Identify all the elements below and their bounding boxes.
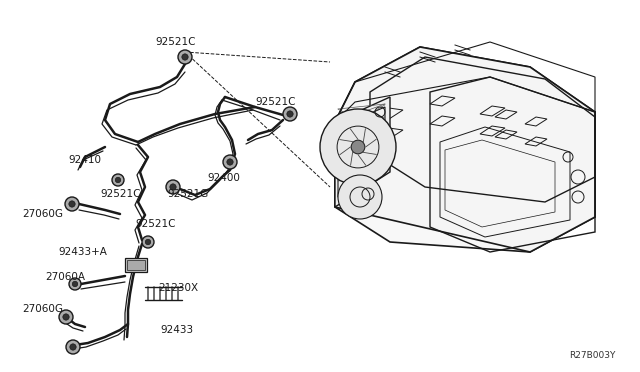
Circle shape — [69, 278, 81, 290]
Circle shape — [223, 155, 237, 169]
Circle shape — [63, 314, 69, 320]
Circle shape — [66, 340, 80, 354]
Circle shape — [142, 236, 154, 248]
Circle shape — [59, 310, 73, 324]
Circle shape — [351, 140, 365, 154]
Polygon shape — [335, 47, 595, 252]
Circle shape — [338, 175, 382, 219]
Text: 92521G: 92521G — [167, 189, 208, 199]
Bar — [125, 258, 147, 272]
Text: 92433+A: 92433+A — [58, 247, 107, 257]
Text: 27060G: 27060G — [22, 209, 63, 219]
Text: 27060G: 27060G — [22, 304, 63, 314]
Circle shape — [287, 111, 293, 117]
Text: 92400: 92400 — [207, 173, 240, 183]
Circle shape — [70, 344, 76, 350]
Circle shape — [170, 184, 176, 190]
Circle shape — [182, 54, 188, 60]
Text: 92433: 92433 — [160, 325, 193, 335]
Text: 92521C: 92521C — [255, 97, 296, 107]
Text: R27B003Y: R27B003Y — [568, 351, 615, 360]
Bar — [127, 260, 145, 270]
Text: 92521C: 92521C — [100, 189, 141, 199]
Circle shape — [115, 177, 121, 183]
Text: 27060A: 27060A — [45, 272, 85, 282]
Circle shape — [320, 109, 396, 185]
Circle shape — [72, 281, 77, 287]
Circle shape — [65, 197, 79, 211]
Circle shape — [112, 174, 124, 186]
Text: 92410: 92410 — [68, 155, 101, 165]
Text: 21230X: 21230X — [158, 283, 198, 293]
Circle shape — [166, 180, 180, 194]
Polygon shape — [335, 97, 390, 207]
Text: 92521C: 92521C — [135, 219, 175, 229]
Text: 92521C: 92521C — [155, 37, 195, 47]
Circle shape — [69, 201, 75, 207]
Circle shape — [178, 50, 192, 64]
Circle shape — [227, 159, 233, 165]
Circle shape — [283, 107, 297, 121]
Circle shape — [145, 239, 150, 245]
Polygon shape — [335, 47, 595, 252]
